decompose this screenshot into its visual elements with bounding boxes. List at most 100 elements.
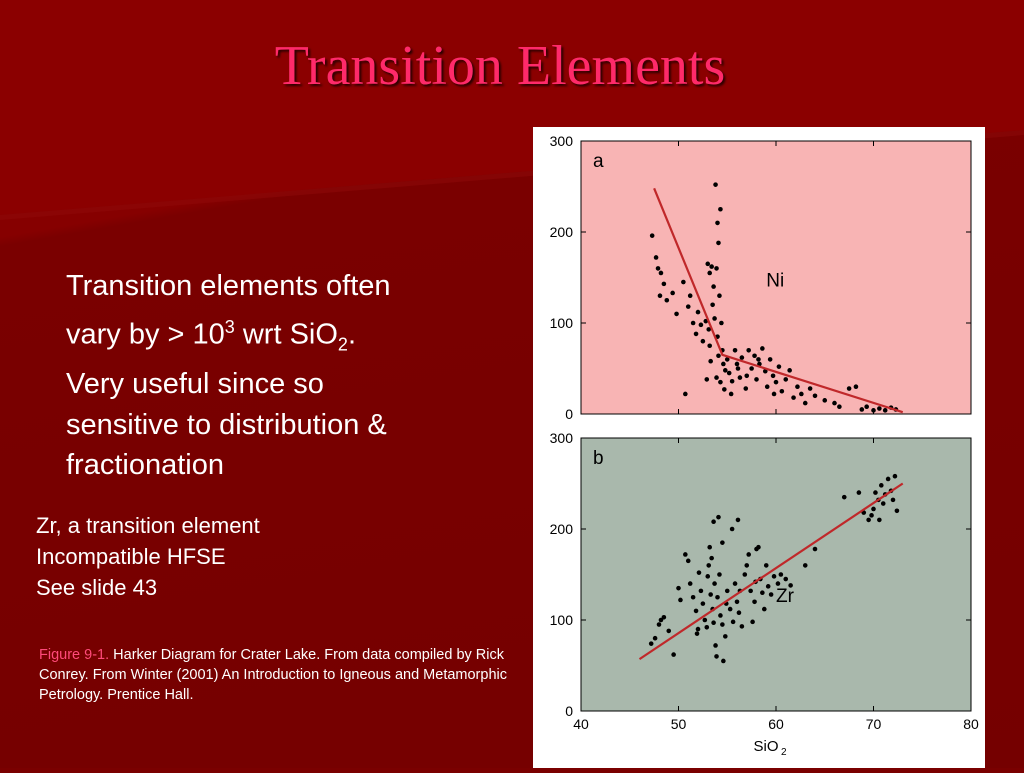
data-point bbox=[687, 581, 693, 586]
data-point bbox=[710, 302, 715, 308]
data-point bbox=[664, 297, 670, 303]
data-point bbox=[698, 588, 704, 594]
data-point bbox=[728, 391, 734, 397]
data-point bbox=[708, 592, 713, 597]
data-point bbox=[736, 610, 742, 616]
data-point bbox=[676, 585, 681, 591]
side-note-1: Zr, a transition element bbox=[36, 513, 260, 538]
data-point bbox=[799, 391, 804, 397]
data-point bbox=[681, 279, 686, 285]
data-point bbox=[693, 331, 699, 337]
data-point bbox=[802, 563, 808, 568]
data-point bbox=[723, 368, 728, 373]
data-point bbox=[762, 606, 767, 612]
data-point bbox=[760, 346, 765, 351]
data-point bbox=[750, 619, 755, 625]
data-point bbox=[724, 357, 730, 362]
main-text: Transition elements often vary by > 103 … bbox=[66, 266, 496, 486]
data-point bbox=[773, 379, 779, 385]
data-point bbox=[708, 358, 713, 364]
y-tick-label: 100 bbox=[550, 315, 574, 331]
data-point bbox=[711, 620, 716, 626]
data-point bbox=[873, 490, 878, 495]
data-point bbox=[720, 622, 725, 627]
data-point bbox=[894, 508, 900, 514]
data-point bbox=[879, 483, 884, 488]
line2-post: . bbox=[347, 318, 356, 351]
data-point bbox=[726, 370, 732, 376]
data-point bbox=[670, 290, 675, 296]
data-point bbox=[866, 517, 871, 523]
data-point bbox=[696, 570, 702, 575]
data-point bbox=[717, 293, 722, 298]
data-point bbox=[706, 327, 712, 332]
data-point bbox=[783, 377, 789, 382]
data-point bbox=[807, 386, 813, 391]
data-point bbox=[715, 220, 720, 226]
data-point bbox=[749, 366, 754, 371]
data-point bbox=[658, 617, 664, 623]
data-point bbox=[853, 384, 859, 390]
element-label: Ni bbox=[766, 271, 784, 292]
data-point bbox=[721, 658, 726, 664]
x-tick-label: 60 bbox=[768, 716, 784, 732]
x-axis-label-subscript: 2 bbox=[781, 747, 787, 758]
data-point bbox=[690, 320, 696, 326]
panel-a: 0 100 200 300 a Ni bbox=[550, 133, 972, 422]
main-text-line-4: sensitive to distribution & bbox=[66, 408, 387, 441]
data-point bbox=[739, 355, 745, 360]
data-point bbox=[693, 608, 699, 614]
data-point bbox=[744, 563, 750, 568]
data-point bbox=[762, 368, 768, 374]
data-point bbox=[770, 373, 776, 379]
data-point bbox=[744, 373, 750, 379]
x-tick-label: 80 bbox=[963, 716, 979, 732]
data-point bbox=[715, 594, 720, 600]
data-point bbox=[885, 476, 891, 482]
data-point bbox=[657, 293, 663, 298]
y-tick-label: 200 bbox=[550, 224, 574, 240]
data-point bbox=[707, 544, 712, 550]
main-text-line-1: Transition elements often bbox=[66, 270, 391, 302]
data-point bbox=[778, 572, 784, 577]
figure-caption: Figure 9-1. Harker Diagram for Crater La… bbox=[39, 645, 514, 705]
data-point bbox=[890, 497, 896, 503]
y-tick-label: 0 bbox=[565, 703, 573, 719]
data-point bbox=[723, 634, 728, 639]
element-label: Zr bbox=[776, 586, 795, 607]
data-point bbox=[787, 368, 792, 373]
data-point bbox=[742, 572, 748, 577]
data-point bbox=[704, 624, 710, 630]
data-point bbox=[705, 574, 711, 579]
data-point bbox=[882, 408, 888, 413]
y-tick-label: 200 bbox=[550, 521, 574, 537]
plot-area bbox=[580, 140, 972, 415]
data-point bbox=[795, 384, 800, 390]
y-tick-label: 300 bbox=[550, 430, 574, 446]
y-tick-label: 300 bbox=[550, 133, 574, 149]
data-point bbox=[746, 552, 751, 557]
data-point bbox=[704, 377, 710, 382]
data-point bbox=[775, 581, 781, 586]
data-point bbox=[718, 379, 723, 385]
data-point bbox=[653, 255, 659, 260]
data-point bbox=[802, 400, 808, 406]
panel-label: b bbox=[593, 448, 604, 469]
data-point bbox=[832, 400, 837, 406]
exponent: 3 bbox=[224, 316, 235, 337]
plot-area bbox=[580, 437, 972, 712]
data-point bbox=[716, 514, 721, 520]
x-tick-label: 50 bbox=[671, 716, 687, 732]
data-point bbox=[837, 404, 842, 410]
data-point bbox=[711, 519, 716, 525]
data-point bbox=[776, 364, 782, 369]
data-point bbox=[791, 395, 796, 400]
data-point bbox=[720, 540, 725, 545]
data-point bbox=[856, 490, 862, 495]
data-point bbox=[661, 614, 667, 620]
data-point bbox=[783, 576, 789, 582]
y-tick-label: 100 bbox=[550, 612, 574, 628]
side-note-3: See slide 43 bbox=[36, 575, 158, 600]
data-point bbox=[734, 361, 740, 367]
data-point bbox=[712, 316, 717, 321]
